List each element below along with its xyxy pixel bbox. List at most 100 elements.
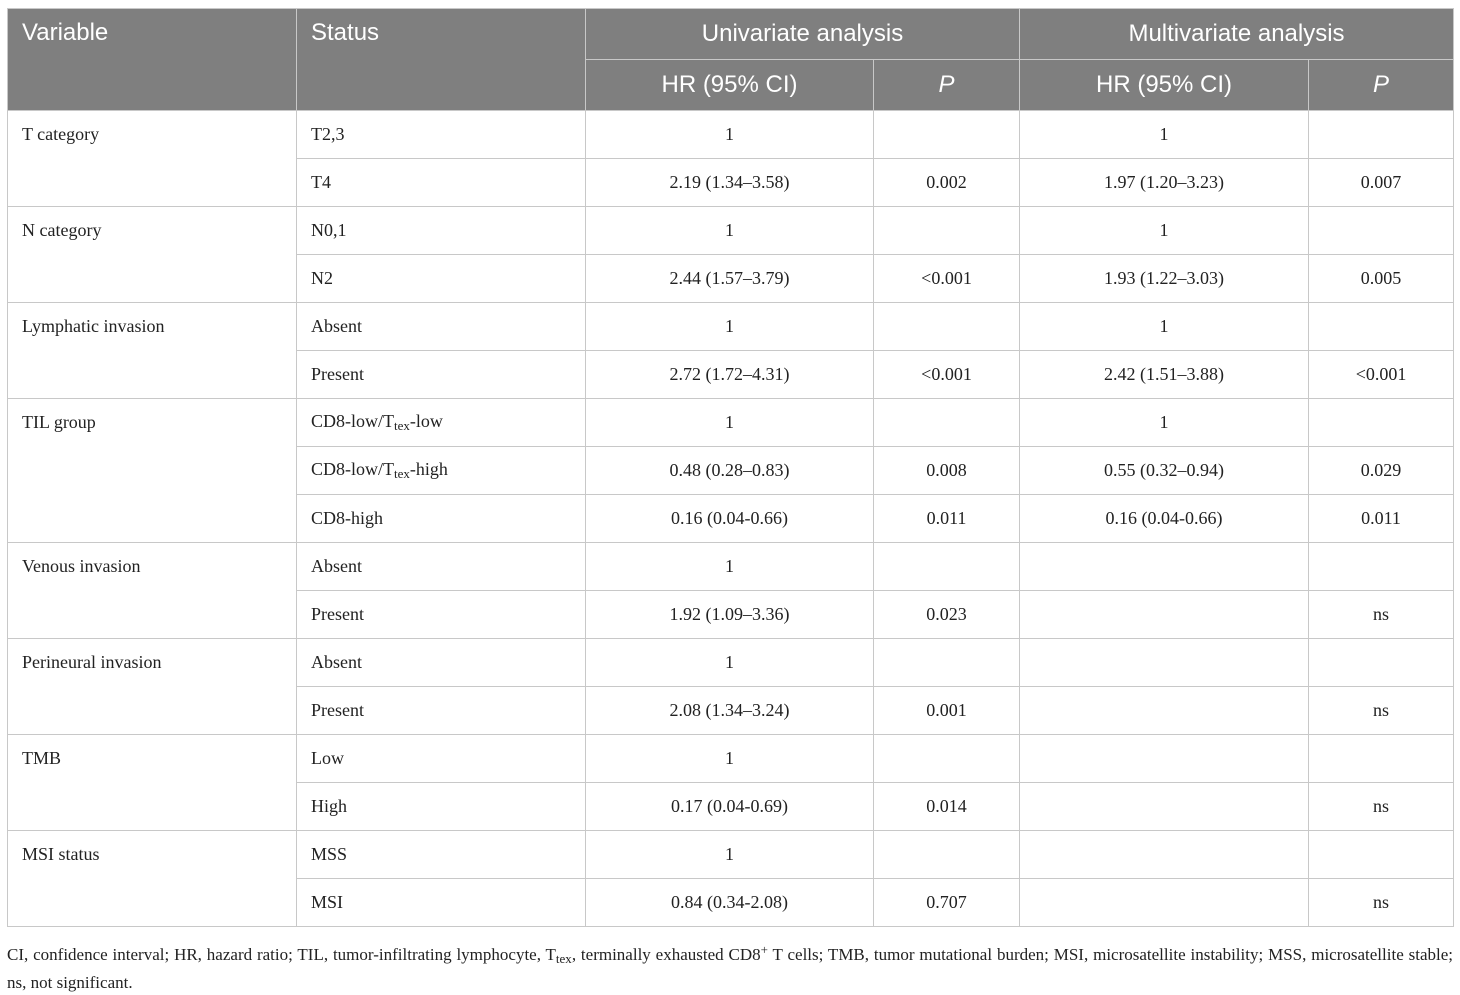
uni-hr-cell: 1 [585, 734, 874, 783]
status-cell: Present [296, 350, 586, 399]
status-text-suffix: -high [409, 459, 448, 479]
status-cell: High [296, 782, 586, 831]
multi-p-cell [1308, 302, 1455, 351]
variable-cell: N category [7, 206, 297, 303]
footnote-text: T cells; TMB, tumor mutational burden; M… [7, 945, 1453, 992]
multi-hr-cell: 1 [1019, 110, 1310, 159]
multi-p-cell: ns [1308, 686, 1455, 735]
multi-hr-cell [1019, 542, 1310, 591]
multi-p-cell: 0.007 [1308, 158, 1455, 207]
uni-hr-cell: 1 [585, 398, 874, 447]
multi-hr-cell [1019, 686, 1310, 735]
table-row: MSI status MSS 1 [7, 830, 1455, 927]
variable-cell: Lymphatic invasion [7, 302, 297, 399]
footnote-text: CI, confidence interval; HR, hazard rati… [7, 945, 556, 964]
table-row: Present 1.92 (1.09–3.36) 0.023 ns [8, 590, 1455, 639]
status-cell: MSI [296, 878, 586, 927]
status-cell: Low [296, 734, 586, 783]
multi-p-cell: 0.005 [1308, 254, 1455, 303]
table-row: CD8-low/Ttex-high 0.48 (0.28–0.83) 0.008… [8, 446, 1455, 495]
multi-p-cell: 0.011 [1308, 494, 1455, 543]
multi-hr-cell: 1 [1019, 302, 1310, 351]
multi-p-cell: ns [1308, 782, 1455, 831]
header-status: Status [296, 8, 586, 111]
uni-hr-cell: 2.72 (1.72–4.31) [585, 350, 874, 399]
status-cell: MSS [296, 830, 586, 879]
multi-hr-cell [1019, 878, 1310, 927]
status-cell: Present [296, 590, 586, 639]
multi-hr-cell: 1 [1019, 206, 1310, 255]
uni-hr-cell: 1 [585, 542, 874, 591]
variable-cell: Perineural invasion [7, 638, 297, 735]
table-row: T4 2.19 (1.34–3.58) 0.002 1.97 (1.20–3.2… [8, 158, 1455, 207]
multi-p-cell: <0.001 [1308, 350, 1455, 399]
variable-cell: TMB [7, 734, 297, 831]
uni-p-cell: 0.014 [872, 782, 1021, 831]
uni-p-cell: <0.001 [872, 350, 1021, 399]
multi-p-cell: 0.029 [1308, 446, 1455, 495]
multi-p-cell: ns [1308, 590, 1455, 639]
status-cell: T2,3 [296, 110, 586, 159]
uni-p-cell [872, 398, 1021, 447]
uni-p-cell [872, 638, 1021, 687]
uni-p-cell: 0.011 [872, 494, 1021, 543]
subscript-tex: tex [394, 466, 410, 481]
status-text: CD8-low/T [311, 459, 394, 479]
status-cell: Absent [296, 542, 586, 591]
header-uni-p: P [872, 59, 1021, 111]
table-row: Present 2.72 (1.72–4.31) <0.001 2.42 (1.… [8, 350, 1455, 399]
status-cell: CD8-low/Ttex-low [296, 398, 586, 447]
status-cell: Absent [296, 302, 586, 351]
footnote-superscript: + [760, 942, 768, 957]
multi-p-cell [1308, 734, 1455, 783]
uni-hr-cell: 1 [585, 830, 874, 879]
uni-hr-cell: 2.44 (1.57–3.79) [585, 254, 874, 303]
uni-p-cell: 0.001 [872, 686, 1021, 735]
multi-p-cell [1308, 206, 1455, 255]
variable-cell: T category [7, 110, 297, 207]
uni-hr-cell: 2.19 (1.34–3.58) [585, 158, 874, 207]
table-body: T category T2,3 1 1 T4 2.19 (1.34–3.58) … [7, 110, 1455, 927]
status-cell: N0,1 [296, 206, 586, 255]
multi-hr-cell: 1 [1019, 398, 1310, 447]
table-row: Perineural invasion Absent 1 [7, 638, 1455, 735]
multi-hr-cell: 0.16 (0.04-0.66) [1019, 494, 1310, 543]
multi-hr-cell: 2.42 (1.51–3.88) [1019, 350, 1310, 399]
table-row: N category N0,1 1 1 [7, 206, 1455, 303]
uni-p-cell: <0.001 [872, 254, 1021, 303]
header-multi-hr: HR (95% CI) [1019, 59, 1310, 111]
table-row: T category T2,3 1 1 [7, 110, 1455, 207]
multi-hr-cell [1019, 590, 1310, 639]
uni-p-cell [872, 830, 1021, 879]
header-variable: Variable [7, 8, 297, 111]
uni-p-cell [872, 206, 1021, 255]
header-multi-p: P [1308, 59, 1455, 111]
status-cell: CD8-high [296, 494, 586, 543]
footnote-text: , terminally exhausted CD8 [571, 945, 761, 964]
multi-p-cell [1308, 110, 1455, 159]
table-row: Venous invasion Absent 1 [7, 542, 1455, 639]
results-table-container: Variable Status Univariate analysis Mult… [7, 8, 1455, 927]
table-footnote: CI, confidence interval; HR, hazard rati… [7, 938, 1453, 995]
multi-p-cell [1308, 638, 1455, 687]
uni-p-cell [872, 542, 1021, 591]
uni-p-cell: 0.002 [872, 158, 1021, 207]
status-cell: T4 [296, 158, 586, 207]
uni-hr-cell: 1.92 (1.09–3.36) [585, 590, 874, 639]
multi-hr-cell [1019, 638, 1310, 687]
uni-p-cell [872, 302, 1021, 351]
table-row: TIL group CD8-low/Ttex-low 1 1 [7, 398, 1455, 543]
header-multivariate: Multivariate analysis [1019, 8, 1455, 60]
multi-hr-cell [1019, 782, 1310, 831]
multi-hr-cell [1019, 734, 1310, 783]
table-row: MSI 0.84 (0.34-2.08) 0.707 ns [8, 878, 1455, 927]
uni-hr-cell: 1 [585, 110, 874, 159]
multi-hr-cell: 1.97 (1.20–3.23) [1019, 158, 1310, 207]
footnote-subscript: tex [555, 951, 572, 966]
status-text-suffix: -low [409, 411, 443, 431]
uni-hr-cell: 0.16 (0.04-0.66) [585, 494, 874, 543]
multi-p-cell [1308, 398, 1455, 447]
multi-p-cell [1308, 830, 1455, 879]
uni-hr-cell: 2.08 (1.34–3.24) [585, 686, 874, 735]
uni-p-cell: 0.707 [872, 878, 1021, 927]
